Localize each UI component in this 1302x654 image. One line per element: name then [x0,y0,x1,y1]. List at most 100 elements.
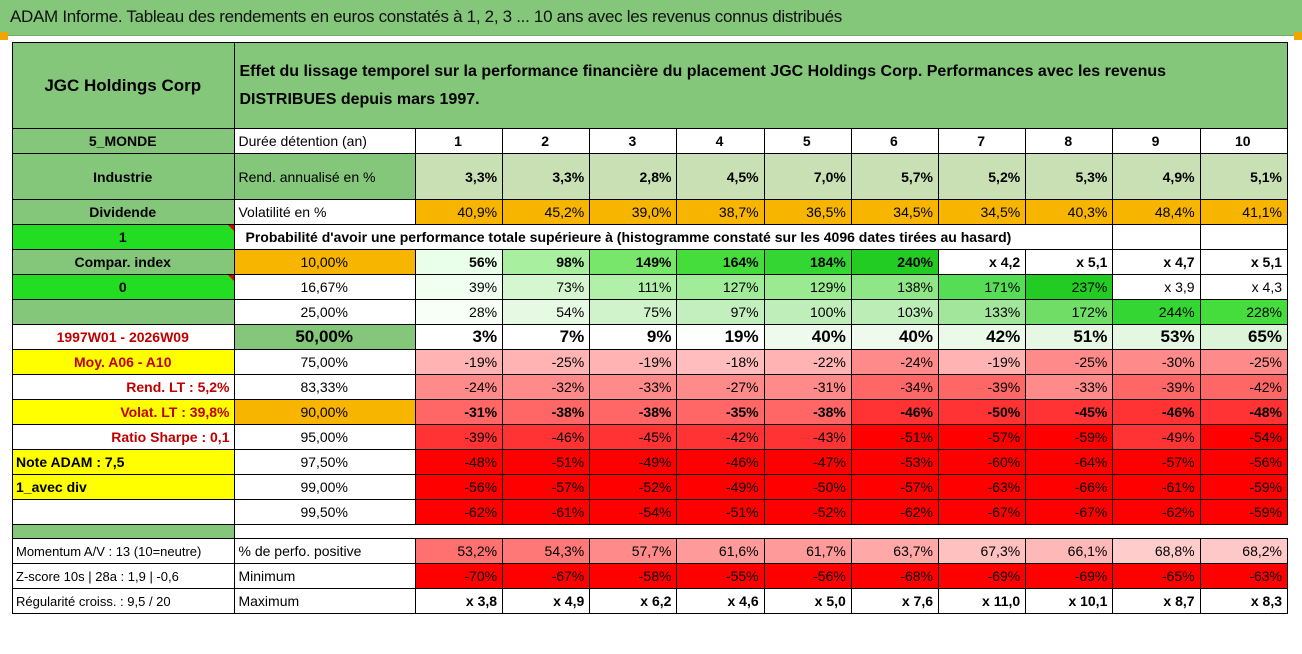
prob-row: 25,00% 28% 54% 75% 97% 100% 103% 133% 172% 244% 22… [11,299,1289,325]
prob-value: -59% [1199,499,1289,525]
threshold-label: 83,33% [234,374,416,400]
maximum-value: x 10,1 [1025,588,1114,614]
prob-value: 184% [763,249,852,275]
threshold-label: 90,00% [234,399,416,425]
prob-value: x 4,2 [937,249,1027,275]
prob-value: -19% [589,349,678,375]
rend-value: 2,8% [589,153,678,200]
prob-value: -53% [850,449,940,475]
prob-value: 3% [414,324,504,350]
threshold-label: 50,00% [234,324,416,350]
minimum-value: -65% [1112,563,1201,589]
vol-value: 41,1% [1199,199,1289,225]
minimum-value: -55% [676,563,765,589]
period: 1997W01 - 2026W09 [11,324,236,350]
maximum-value: x 8,7 [1112,588,1201,614]
corner-marker-left [0,32,8,40]
prob-value: -19% [937,349,1027,375]
prob-row: Ratio Sharpe : 0,1 95,00% -39% -46% -45% -42%… [11,424,1289,450]
prob-value: -47% [763,449,852,475]
regularite: Régularité croiss. : 9,5 / 20 [11,588,236,614]
prob-heading: Probabilité d'avoir une performance tota… [234,224,1114,250]
prob-value: 244% [1112,299,1201,325]
prob-row: 99,50% -62% -61% -54% -51% -52% -62% -67% -67% -6… [11,499,1289,525]
prob-value: -31% [763,374,852,400]
volat-lt: Volat. LT : 39,8% [11,399,236,425]
prob-value: -24% [850,349,940,375]
vol-value: 39,0% [589,199,678,225]
description-line-2: DISTRIBUES depuis mars 1997. [239,90,480,108]
prob-value: 127% [676,274,765,300]
prob-value: -46% [676,449,765,475]
prob-value: -43% [763,424,852,450]
vol-label: Volatilité en % [234,199,416,225]
company-name: JGC Holdings Corp [11,42,236,129]
vol-value: 40,9% [414,199,504,225]
prob-value: -42% [676,424,765,450]
prob-value: 39% [414,274,504,300]
maximum-value: x 7,6 [850,588,940,614]
prob-value: 56% [414,249,504,275]
description-line-1: Effet du lissage temporel sur la perform… [239,62,1167,80]
perf-pos-value: 57,7% [589,538,678,564]
threshold-label: 16,67% [234,274,416,300]
perf-pos-value: 66,1% [1025,538,1114,564]
side-blank [11,299,236,325]
compar-index: Compar. index [11,249,236,275]
vol-value: 34,5% [850,199,940,225]
prob-value: -19% [414,349,504,375]
prob-value: 54% [502,299,591,325]
maximum-value: x 4,6 [676,588,765,614]
threshold-label: 99,00% [234,474,416,500]
prob-value: -57% [502,474,591,500]
prob-value: -34% [850,374,940,400]
vol-value: 40,3% [1025,199,1114,225]
zscore: Z-score 10s | 28a : 1,9 | -0,6 [11,563,236,589]
year-9: 9 [1112,128,1201,154]
prob-value: -48% [1199,399,1289,425]
maximum-value: x 8,3 [1199,588,1289,614]
prob-value: -46% [850,399,940,425]
prob-value: -35% [676,399,765,425]
avec-div: 1_avec div [11,474,236,500]
prob-value: 171% [937,274,1027,300]
minimum-row: Z-score 10s | 28a : 1,9 | -0,6 Minimum -70… [11,563,1289,589]
maximum-row: Régularité croiss. : 9,5 / 20 Maximum x 3,… [11,588,1289,614]
minimum-value: -70% [414,563,504,589]
prob-value: -39% [937,374,1027,400]
prob-value: 40% [850,324,940,350]
prob-value: -45% [589,424,678,450]
side-blank-2 [11,499,236,525]
prob-value: -49% [1112,424,1201,450]
prob-row: 1_avec div 99,00% -56% -57% -52% -49% -50% -57%… [11,474,1289,500]
prob-value: -27% [676,374,765,400]
year-4: 4 [676,128,765,154]
prob-row: Compar. index 10,00% 56% 98% 149% 164% 184% 240… [11,249,1289,275]
prob-value: 164% [676,249,765,275]
year-8: 8 [1025,128,1114,154]
prob-value: 28% [414,299,504,325]
prob-blank-1 [1112,224,1201,250]
prob-value: 19% [676,324,765,350]
prob-value: -39% [1112,374,1201,400]
rend-value: 4,9% [1112,153,1201,200]
threshold-label: 10,00% [234,249,416,275]
prob-value: 228% [1199,299,1289,325]
zone-label: 5_MONDE [11,128,236,154]
rend-value: 3,3% [502,153,591,200]
prob-value: 138% [850,274,940,300]
prob-value: -67% [1025,499,1114,525]
prob-value: -67% [937,499,1027,525]
threshold-label: 75,00% [234,349,416,375]
prob-value: -52% [589,474,678,500]
prob-value: 129% [763,274,852,300]
prob-value: x 3,9 [1112,274,1201,300]
prob-value: -42% [1199,374,1289,400]
spacer-left [11,524,236,539]
momentum: Momentum A/V : 13 (10=neutre) [11,538,236,564]
perf-pos-value: 53,2% [414,538,504,564]
prob-value: -59% [1025,424,1114,450]
prob-value: -50% [937,399,1027,425]
rend-row: Industrie Rend. annualisé en % 3,3% 3,3% 2,8… [11,153,1289,200]
dividend-label: Dividende [11,199,236,225]
